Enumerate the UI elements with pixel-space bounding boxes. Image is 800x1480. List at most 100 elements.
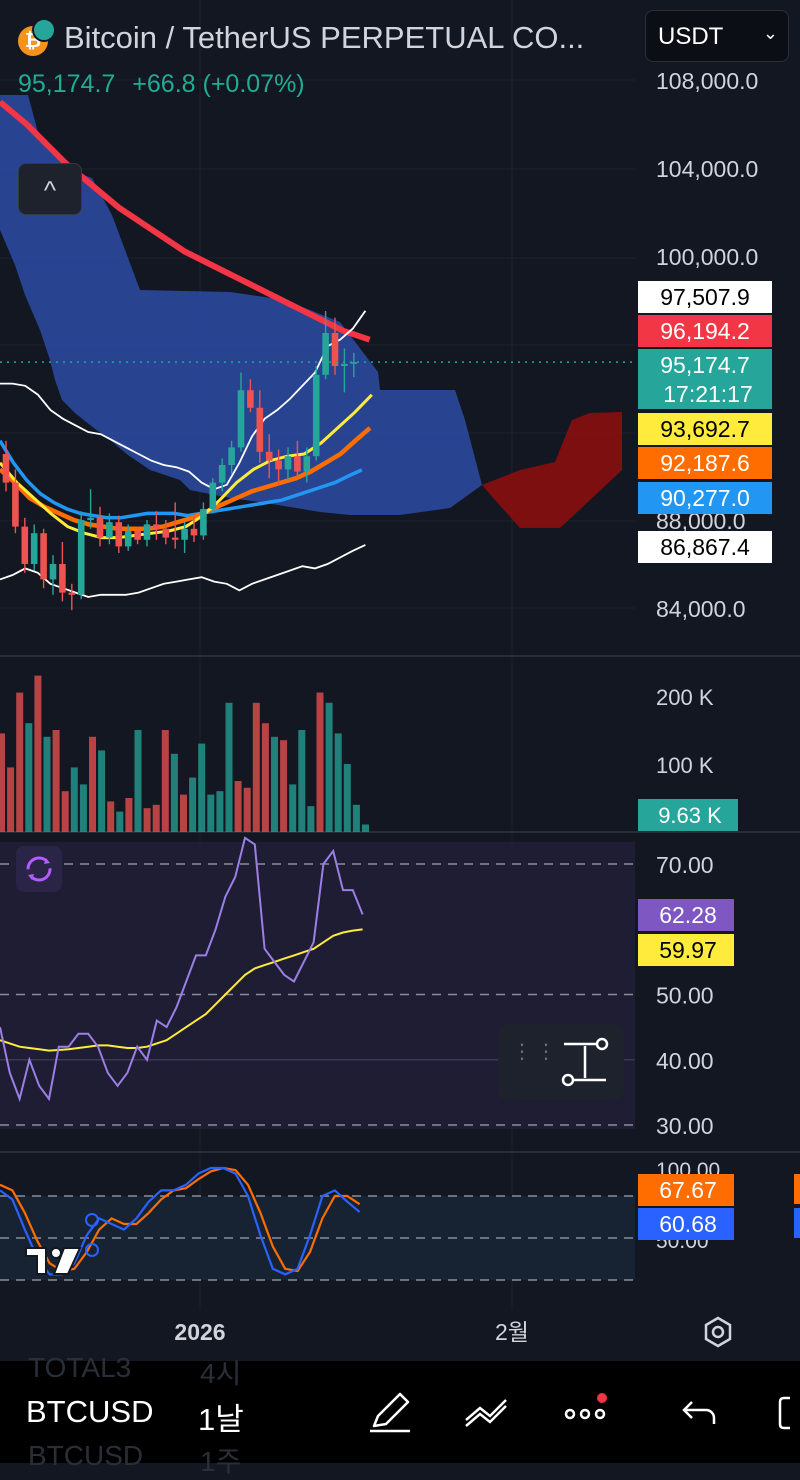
- stoch-d-tag-bg: [638, 1174, 734, 1206]
- perpetual-badge-icon: [32, 18, 56, 42]
- volume-bar: [362, 824, 369, 832]
- candle-body: [312, 374, 320, 457]
- candle-body: [331, 333, 339, 366]
- candle-body: [265, 451, 273, 461]
- volume-bar: [43, 736, 51, 832]
- volume-bar: [143, 808, 151, 832]
- volume-bar: [271, 736, 278, 832]
- rsi-tag-bg: [638, 899, 734, 931]
- volume-bar: [34, 675, 42, 832]
- candle-body: [153, 524, 160, 529]
- draw-pencil-icon[interactable]: [366, 1390, 416, 1434]
- ichimoku-cloud-bull: [0, 95, 482, 515]
- bottom-toolbar: [0, 1361, 800, 1463]
- undo-icon[interactable]: [676, 1390, 726, 1434]
- volume-bar: [89, 736, 96, 832]
- volume-bar: [334, 733, 342, 832]
- volume-bar: [207, 794, 215, 832]
- bollinger-upper-line: [0, 310, 367, 491]
- stoch-k-tag-label: 60.68: [659, 1211, 717, 1237]
- volume-axis-label: 200 K: [656, 685, 714, 710]
- settings-gear-icon[interactable]: [704, 1316, 732, 1348]
- stoch-d-edge-marker: [794, 1174, 800, 1204]
- more-options-icon[interactable]: [560, 1390, 610, 1434]
- price-change: +66.8: [132, 70, 196, 98]
- volume-bar: [298, 730, 306, 832]
- chevron-down-icon: ⌄: [762, 23, 778, 43]
- price-tag-bg: [638, 447, 772, 479]
- last-price: 95,174.7: [18, 70, 116, 98]
- candle-body: [256, 407, 264, 452]
- stoch-k-edge-marker: [794, 1208, 800, 1238]
- candle-body: [21, 526, 29, 564]
- volume-bar: [280, 740, 288, 832]
- volume-bar: [261, 723, 269, 832]
- measure-tool[interactable]: ⋮⋮: [498, 1024, 624, 1100]
- candle-body: [228, 447, 235, 465]
- volume-bar: [352, 804, 360, 832]
- price-tag-bg: [638, 315, 772, 347]
- candle-body: [209, 482, 217, 509]
- symbol-picker[interactable]: BTCUSD: [26, 1394, 154, 1429]
- tradingview-logo: [25, 1247, 82, 1275]
- candle-body: [190, 528, 198, 536]
- price-tag-bg: [638, 413, 772, 445]
- candle-body: [59, 564, 66, 593]
- price-tag-label: 96,194.2: [660, 318, 750, 344]
- volume-bar: [116, 811, 124, 832]
- volume-bar: [189, 777, 197, 832]
- volume-bar: [225, 702, 233, 832]
- currency-selector[interactable]: USDT ⌄: [645, 10, 789, 62]
- interval-picker[interactable]: 1날: [198, 1402, 244, 1437]
- candle-body: [124, 531, 132, 547]
- candle-body: [218, 465, 226, 483]
- candle-body: [106, 522, 113, 538]
- rsi-axis-label: 30.00: [656, 1113, 714, 1139]
- candle-body: [40, 533, 47, 580]
- volume-bar: [134, 730, 142, 832]
- rsi-axis-label: 40.00: [656, 1048, 714, 1074]
- ghost-interval-below: 1주: [200, 1446, 242, 1477]
- stoch-k-tag-bg: [638, 1208, 734, 1240]
- volume-bar: [170, 753, 178, 832]
- volume-bar: [234, 781, 242, 832]
- volume-bar: [52, 730, 60, 832]
- candle-body: [143, 524, 151, 540]
- volume-bar: [180, 794, 187, 832]
- volume-axis-label: 100 K: [656, 753, 714, 778]
- volume-bar: [243, 787, 251, 832]
- drawing-anchor-point: [85, 1213, 99, 1227]
- volume-bar: [316, 692, 324, 832]
- volume-bar: [70, 767, 78, 832]
- ma-orange-line: [0, 426, 372, 532]
- price-axis-label: 108,000.0: [656, 68, 758, 94]
- indicator-refresh-icon[interactable]: [16, 846, 62, 892]
- candle-body: [303, 456, 311, 472]
- drag-handle-icon[interactable]: ⋮⋮: [512, 1041, 560, 1063]
- rsi-ma-tag-label: 59.97: [659, 937, 717, 963]
- ghost-interval-above: 4시: [200, 1358, 242, 1389]
- rsi-axis-label: 70.00: [656, 852, 714, 878]
- candle-body: [275, 460, 282, 470]
- trendline-tools-icon[interactable]: [462, 1390, 512, 1434]
- volume-bar: [0, 733, 5, 832]
- price-tag-label: 97,507.9: [660, 284, 750, 310]
- volume-bar: [307, 806, 315, 832]
- candle-body: [30, 533, 38, 564]
- time-axis-label: 2026: [174, 1319, 225, 1345]
- volume-bar: [79, 784, 87, 832]
- volume-bar: [216, 791, 224, 832]
- price-axis-label: 104,000.0: [656, 156, 758, 182]
- rsi-tag-label: 62.28: [659, 902, 717, 928]
- volume-bar: [107, 801, 115, 832]
- symbol-title[interactable]: Bitcoin / TetherUS PERPETUAL CO...: [64, 20, 585, 55]
- fullscreen-icon[interactable]: [770, 1390, 800, 1434]
- volume-bar: [198, 743, 206, 832]
- collapse-legend-button[interactable]: ^: [18, 163, 82, 215]
- rsi-line: [0, 836, 364, 1103]
- volume-bar: [98, 750, 106, 832]
- stoch-d-tag-label: 67.67: [659, 1177, 717, 1203]
- price-change-pct: (+0.07%): [202, 70, 305, 98]
- candle-body: [96, 517, 104, 538]
